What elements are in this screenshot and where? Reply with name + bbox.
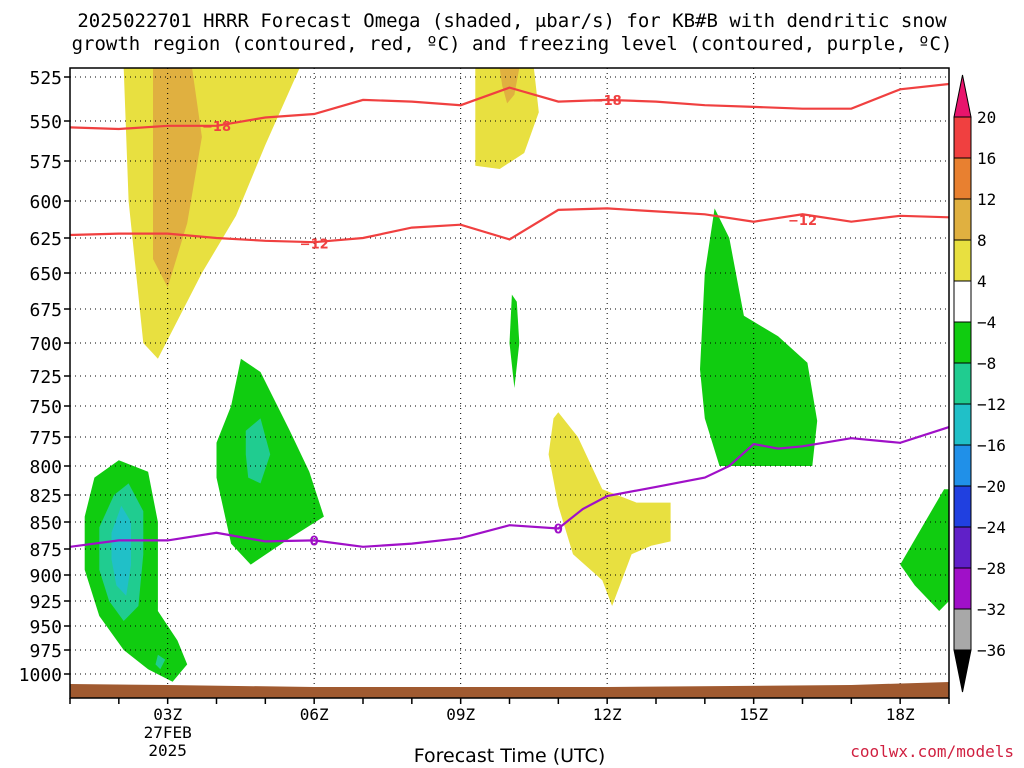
colorbar-box	[953, 567, 972, 610]
colorbar-box	[953, 485, 972, 528]
y-tick-label: 525	[29, 68, 62, 89]
colorbar-label: −16	[977, 436, 1006, 455]
colorbar-label: 16	[977, 149, 996, 168]
colorbar-label: −28	[977, 559, 1006, 578]
omega-region-ascent-top-left	[123, 68, 300, 359]
omega-region-descent-left-core2	[111, 505, 131, 596]
omega-region-descent-left-bottom-core	[155, 654, 166, 670]
y-tick-label: 975	[29, 641, 62, 662]
colorbar-label: 12	[977, 190, 996, 209]
chart-title-line2: growth region (contoured, red, ºC) and f…	[71, 33, 953, 55]
contour-label--12: −12	[300, 238, 329, 253]
y-tick-label: 775	[29, 428, 62, 449]
y-tick-label: 675	[29, 300, 62, 321]
contour-label--18: −18	[202, 120, 231, 135]
y-tick-label: 700	[29, 334, 62, 355]
omega-region-descent-right	[700, 208, 818, 466]
contour-label--12: −12	[788, 214, 817, 229]
y-tick-label: 900	[29, 566, 62, 587]
contour-label-0: 0	[310, 534, 319, 549]
colorbar-label: 4	[977, 272, 987, 291]
colorbar-box	[953, 321, 972, 364]
colorbar-box	[953, 280, 972, 323]
contour--18	[70, 82, 949, 131]
colorbar-top-arrow	[953, 74, 972, 118]
y-tick-label: 750	[29, 397, 62, 418]
x-tick-label: 03Z	[153, 705, 182, 724]
terrain-surface	[70, 682, 949, 698]
y-tick-label: 625	[29, 229, 62, 250]
y-tick-label: 550	[29, 112, 62, 133]
y-tick-label: 875	[29, 540, 62, 561]
omega-region-ascent-top-center-core	[499, 68, 520, 104]
omega-region-ascent-center	[548, 412, 671, 606]
chart-title-line1: 2025022701 HRRR Forecast Omega (shaded, …	[77, 10, 947, 32]
colorbar-label: −8	[977, 354, 996, 373]
y-tick-label: 650	[29, 264, 62, 285]
colorbar-box	[953, 198, 972, 241]
x-tick-label: 06Z	[300, 705, 329, 724]
colorbar-box	[953, 362, 972, 405]
x-tick-label: 12Z	[593, 705, 622, 724]
colorbar-label: −24	[977, 518, 1006, 537]
colorbar-box	[953, 403, 972, 446]
colorbar-label: −12	[977, 395, 1006, 414]
x-tick-label: 09Z	[446, 705, 475, 724]
colorbar-box	[953, 239, 972, 282]
contour--12	[70, 207, 949, 244]
y-tick-label: 1000	[19, 665, 62, 686]
x-tick-label: 18Z	[886, 705, 915, 724]
y-tick-label: 850	[29, 513, 62, 534]
y-tick-label: 725	[29, 367, 62, 388]
contour-label--18: −18	[593, 94, 622, 109]
colorbar-box	[953, 608, 972, 651]
contour-label-0: 0	[554, 522, 563, 537]
x-axis-title: Forecast Time (UTC)	[413, 745, 606, 767]
colorbar-label: 20	[977, 108, 996, 127]
x-tick-sublabel: 2025	[148, 741, 187, 760]
credit-label: coolwx.com/models	[850, 742, 1014, 761]
contour-0	[70, 426, 949, 548]
colorbar-box	[953, 157, 972, 200]
y-tick-label: 800	[29, 457, 62, 478]
colorbar-label: −32	[977, 600, 1006, 619]
colorbar-box	[953, 116, 972, 159]
y-tick-label: 950	[29, 617, 62, 638]
y-tick-label: 925	[29, 592, 62, 613]
omega-region-descent-thin-center	[509, 294, 520, 388]
colorbar-label: −20	[977, 477, 1006, 496]
omega-region-descent-far-right	[900, 489, 949, 611]
y-tick-label: 575	[29, 152, 62, 173]
colorbar-label: 8	[977, 231, 987, 250]
colorbar-box	[953, 444, 972, 487]
colorbar-bottom-arrow	[953, 649, 972, 693]
omega-region-descent-center-left-core	[245, 418, 271, 484]
y-tick-label: 825	[29, 486, 62, 507]
omega-region-descent-center-left	[216, 358, 324, 565]
y-tick-label: 600	[29, 192, 62, 213]
colorbar-label: −4	[977, 313, 996, 332]
x-tick-sublabel: 27FEB	[144, 723, 192, 742]
colorbar-label: −36	[977, 641, 1006, 660]
colorbar-box	[953, 526, 972, 569]
x-tick-label: 15Z	[739, 705, 768, 724]
